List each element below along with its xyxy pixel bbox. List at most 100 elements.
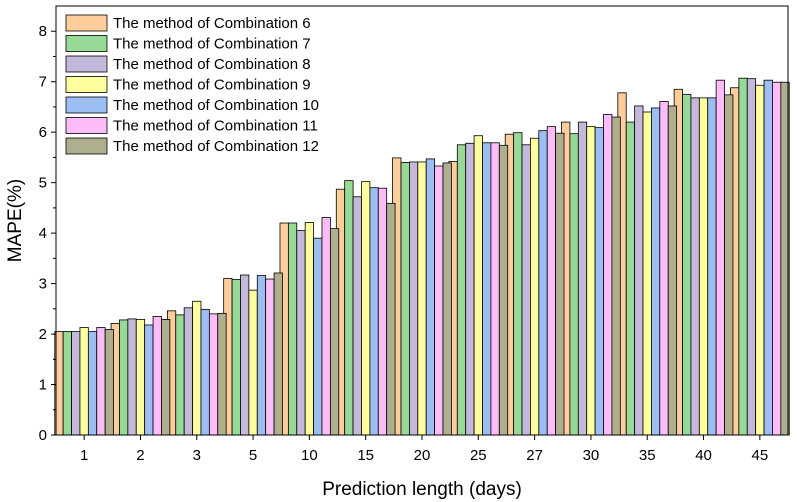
bar-35-series-2 [625, 121, 636, 436]
bar-3-series-4 [192, 300, 202, 436]
x-tick-label-27: 27 [526, 447, 543, 464]
bar-27-series-4 [530, 137, 540, 436]
bar-25-series-3 [465, 142, 475, 436]
x-tick-label-30: 30 [583, 447, 600, 464]
bar-15-series-3 [352, 196, 362, 436]
y-tick-label: 3 [39, 276, 47, 293]
bar-30-series-4 [586, 126, 596, 436]
y-tick-label: 7 [39, 74, 47, 91]
bar-2-series-3 [127, 318, 137, 436]
bar-10-series-2 [287, 222, 298, 436]
y-tick-label: 8 [39, 23, 47, 40]
bar-15-series-6 [377, 187, 388, 436]
x-tick-label-40: 40 [695, 447, 712, 464]
bar-30-series-6 [603, 114, 613, 436]
bar-45-series-3 [746, 78, 757, 436]
bar-30-series-5 [594, 127, 604, 436]
bar-25-series-6 [490, 142, 500, 436]
legend-swatch-series-1 [65, 14, 108, 32]
bar-45-series-6 [772, 81, 782, 436]
bar-5-series-4 [248, 289, 258, 436]
bar-20-series-7 [442, 162, 452, 436]
bar-3-series-6 [208, 313, 219, 436]
bar-25-series-7 [498, 144, 509, 436]
bar-1-series-5 [87, 331, 98, 436]
x-tick-label-5: 5 [249, 447, 257, 464]
x-tick-label-3: 3 [193, 447, 201, 464]
bar-10-series-7 [329, 228, 340, 436]
legend-label-series-3: The method of Combination 8 [113, 56, 311, 73]
bar-20-series-3 [408, 161, 419, 436]
bar-20-series-6 [434, 165, 444, 436]
bar-15-series-7 [386, 202, 396, 436]
y-tick-label: 0 [39, 427, 47, 444]
bar-27-series-7 [555, 132, 565, 436]
bar-2-series-7 [161, 319, 171, 436]
bar-5-series-7 [273, 272, 283, 436]
bar-3-series-7 [217, 312, 227, 436]
y-tick-label: 2 [39, 326, 47, 343]
bar-15-series-4 [361, 181, 371, 436]
bar-30-series-2 [569, 133, 579, 436]
bar-35-series-5 [651, 107, 661, 436]
bar-27-series-6 [546, 126, 557, 436]
legend-swatch-series-7 [65, 137, 108, 155]
y-axis-title: MAPE(%) [5, 179, 26, 262]
bar-25-series-2 [456, 144, 467, 436]
x-tick-label-1: 1 [80, 447, 88, 464]
bar-5-series-6 [265, 278, 275, 436]
bar-1-series-6 [96, 327, 106, 436]
bar-45-series-2 [738, 77, 748, 436]
x-tick-label-2: 2 [136, 447, 144, 464]
bar-3-series-3 [183, 307, 193, 436]
bar-30-series-7 [611, 116, 621, 436]
bar-27-series-5 [538, 130, 548, 436]
legend-label-series-4: The method of Combination 9 [113, 77, 311, 94]
bar-35-series-7 [667, 105, 678, 436]
x-axis-title: Prediction length (days) [322, 479, 522, 500]
bar-40-series-6 [715, 79, 725, 436]
bar-40-series-4 [698, 97, 709, 436]
bar-15-series-2 [344, 180, 354, 436]
legend-swatch-series-2 [65, 35, 108, 52]
x-tick-label-10: 10 [301, 447, 318, 464]
bar-15-series-5 [369, 187, 379, 436]
legend-label-series-7: The method of Combination 12 [113, 138, 319, 155]
bar-5-series-2 [231, 279, 241, 436]
bar-35-series-4 [642, 111, 652, 436]
x-tick-label-15: 15 [357, 447, 374, 464]
bar-20-series-4 [417, 161, 427, 436]
legend-swatch-series-4 [65, 76, 108, 93]
y-tick-label: 4 [39, 225, 47, 242]
y-tick-label: 1 [39, 377, 47, 394]
bar-30-series-3 [577, 121, 588, 436]
bar-1-series-7 [104, 329, 114, 436]
y-tick-label: 6 [39, 124, 47, 141]
bar-20-series-5 [425, 158, 436, 436]
bar-1-series-3 [71, 331, 81, 436]
bar-3-series-5 [200, 308, 210, 436]
y-tick-label: 5 [39, 175, 47, 192]
bar-25-series-4 [473, 135, 483, 436]
bar-2-series-6 [152, 315, 162, 436]
bar-45-series-4 [755, 84, 765, 436]
bar-40-series-3 [690, 97, 700, 436]
x-tick-label-45: 45 [752, 447, 769, 464]
bar-40-series-7 [724, 94, 734, 436]
bar-40-series-2 [682, 93, 692, 436]
bar-5-series-3 [240, 274, 250, 436]
bar-10-series-5 [313, 237, 323, 436]
legend-label-series-5: The method of Combination 10 [113, 97, 319, 114]
legend-swatch-series-5 [65, 96, 108, 114]
x-tick-label-25: 25 [470, 447, 487, 464]
bar-5-series-5 [256, 275, 267, 436]
bar-2-series-2 [119, 319, 129, 436]
bar-20-series-2 [400, 162, 410, 436]
bar-10-series-4 [304, 222, 314, 436]
bar-10-series-3 [296, 230, 306, 436]
x-tick-label-35: 35 [639, 447, 656, 464]
bar-40-series-5 [707, 97, 717, 436]
legend-swatch-series-6 [65, 117, 108, 134]
